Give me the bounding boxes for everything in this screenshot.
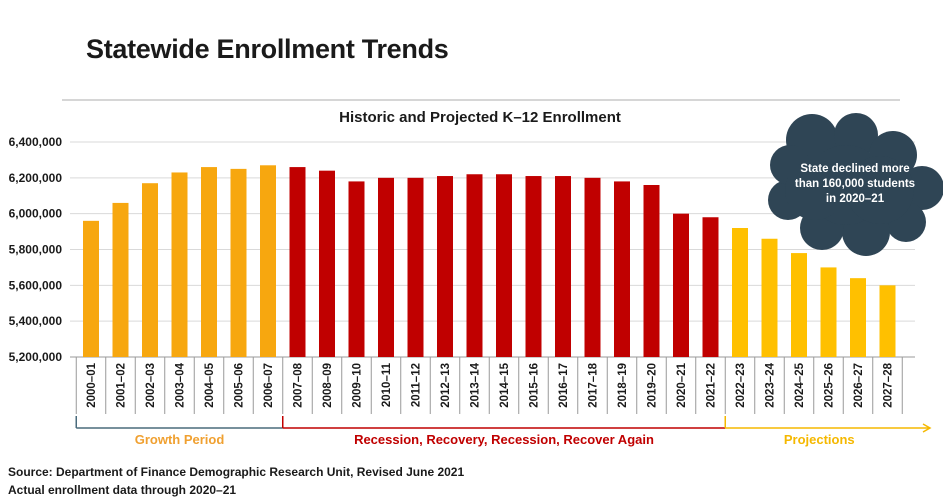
period-bracket: Recession, Recovery, Recession, Recover …: [282, 416, 726, 447]
bar: [850, 278, 866, 357]
annotation-cloud: State declined more than 160,000 students…: [768, 113, 943, 256]
bar: [496, 174, 512, 357]
bar: [142, 183, 158, 357]
bar: [791, 253, 807, 357]
x-category-label: 2004–05: [204, 362, 216, 407]
x-category-label: 2020–21: [676, 362, 688, 407]
bars: [83, 165, 896, 357]
x-category-label: 2018–19: [617, 363, 629, 408]
period-label: Recession, Recovery, Recession, Recover …: [354, 432, 654, 447]
bar: [820, 267, 837, 357]
x-category-label: 2026–27: [853, 363, 865, 408]
x-category-label: 2010–11: [381, 362, 393, 407]
x-category-label: 2011–12: [411, 363, 423, 407]
bar: [466, 174, 483, 357]
y-tick-label: 6,400,000: [9, 135, 63, 149]
bar: [260, 165, 276, 357]
y-tick-label: 5,800,000: [9, 243, 63, 257]
cloud-callout: [768, 113, 943, 256]
period-label: Projections: [784, 432, 855, 447]
title-divider: [62, 99, 900, 101]
annotation-text: State declined more: [800, 163, 909, 175]
x-category-label: 2016–17: [558, 363, 570, 408]
bar: [407, 177, 424, 357]
bar: [732, 228, 748, 357]
bar: [879, 285, 896, 357]
bar: [643, 185, 660, 357]
bar: [702, 217, 719, 357]
bar: [584, 177, 601, 357]
x-category-label: 2022–23: [735, 363, 747, 408]
bar: [319, 170, 335, 357]
bar: [673, 213, 689, 357]
bar: [83, 220, 99, 357]
page-title: Statewide Enrollment Trends: [86, 34, 449, 64]
x-axis-labels: 2000–01 2001–02 2002–03 2003–04 2004–05 2005–…: [75, 357, 903, 414]
bar: [761, 238, 778, 357]
x-category-label: 2008–09: [322, 363, 334, 408]
x-category-label: 2023–24: [765, 362, 777, 407]
y-tick-label: 5,200,000: [9, 350, 63, 364]
annotation-text: in 2020–21: [826, 193, 885, 205]
bar: [348, 181, 365, 357]
bar: [112, 202, 129, 357]
x-category-label: 2027–28: [883, 362, 895, 407]
x-category-label: 2009–10: [352, 363, 364, 408]
x-category-label: 2003–04: [175, 362, 187, 407]
bar: [555, 176, 571, 357]
bar: [437, 176, 453, 357]
source-line: Source: Department of Finance Demographi…: [8, 465, 465, 479]
bar: [171, 172, 188, 357]
bar: [378, 177, 394, 357]
period-bracket: Projections: [724, 416, 932, 447]
bar: [289, 167, 306, 357]
x-category-label: 2019–20: [647, 363, 659, 408]
y-tick-label: 6,000,000: [9, 207, 63, 221]
y-tick-label: 6,200,000: [9, 171, 63, 185]
x-category-label: 2014–15: [499, 362, 511, 407]
data-through-line: Actual enrollment data through 2020–21: [8, 483, 237, 497]
bar: [230, 168, 247, 357]
x-category-label: 2001–02: [116, 363, 128, 408]
y-tick-label: 5,600,000: [9, 278, 63, 292]
bar: [525, 176, 542, 357]
x-category-label: 2015–16: [529, 363, 541, 408]
x-category-label: 2002–03: [145, 363, 157, 408]
source-note: Source: Department of Finance Demographi…: [8, 463, 464, 499]
period-bracket: Growth Period: [75, 416, 284, 447]
x-category-label: 2006–07: [263, 363, 275, 408]
bar: [614, 181, 630, 357]
x-category-label: 2005–06: [234, 363, 246, 408]
bar: [201, 167, 217, 357]
x-category-label: 2012–13: [440, 363, 452, 408]
x-category-label: 2013–14: [470, 362, 482, 407]
x-category-label: 2017–18: [588, 362, 600, 407]
y-tick-label: 5,400,000: [9, 314, 63, 328]
period-brackets: Growth Period Recession, Recovery, Recess…: [75, 416, 932, 447]
x-category-label: 2000–01: [86, 362, 98, 407]
x-category-label: 2025–26: [824, 363, 836, 408]
x-category-label: 2021–22: [706, 363, 718, 408]
y-axis-ticks: 5,200,000 5,400,000 5,600,000 5,800,000 6,00…: [9, 135, 63, 364]
x-category-label: 2024–25: [794, 362, 806, 407]
annotation-text: than 160,000 students: [795, 178, 915, 190]
x-category-label: 2007–08: [293, 362, 305, 407]
period-label: Growth Period: [135, 432, 225, 447]
chart-title: Historic and Projected K–12 Enrollment: [339, 109, 621, 126]
